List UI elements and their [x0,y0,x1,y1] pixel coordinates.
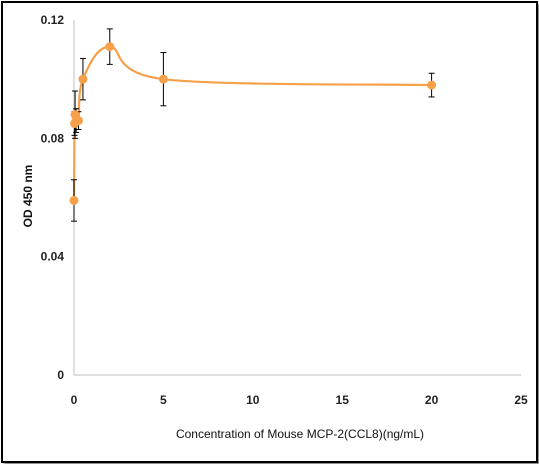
x-tick-label: 0 [71,393,78,407]
plot-area [69,28,437,222]
x-tick-label: 15 [336,393,350,407]
tick-labels: 0 5 10 15 20 25 0 0.04 0.08 0.12 [41,13,528,407]
y-tick-label: 0 [57,368,64,382]
x-tick-label: 20 [425,393,439,407]
data-point [105,42,115,52]
y-tick-label: 0.08 [41,131,65,145]
data-point [73,116,83,126]
y-axis-label: OD 450 nm [21,165,35,228]
y-tick-label: 0.04 [41,250,65,264]
data-point [158,74,168,84]
y-tick-label: 0.12 [41,13,65,27]
x-tick-label: 5 [160,393,167,407]
data-point [69,195,79,205]
data-point [78,74,88,84]
x-tick-label: 25 [514,393,528,407]
x-tick-label: 10 [246,393,260,407]
series-line [72,45,432,201]
x-axis-label: Concentration of Mouse MCP-2(CCL8)(ng/mL… [176,427,424,441]
data-point [427,80,437,90]
